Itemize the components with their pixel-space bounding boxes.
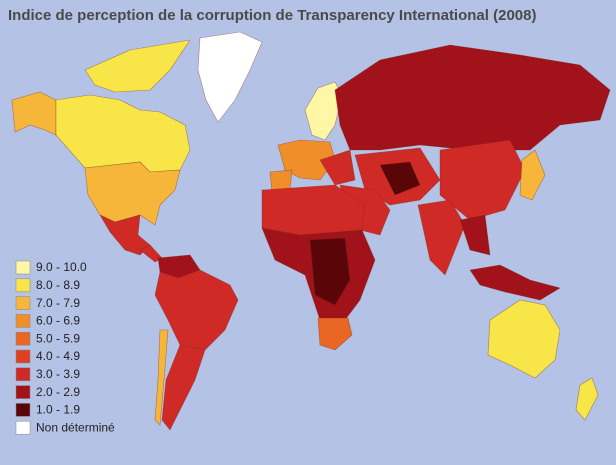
legend-swatch <box>15 420 31 435</box>
south-africa <box>317 317 353 351</box>
legend-label: Non déterminé <box>36 420 115 434</box>
brazil-peru <box>154 269 239 351</box>
eastern-europe <box>319 149 356 186</box>
chile <box>154 329 169 426</box>
legend-swatch <box>15 349 31 364</box>
legend-swatch <box>15 385 31 399</box>
legend-label: 4.0 - 4.9 <box>36 349 80 363</box>
alaska <box>11 91 57 136</box>
australia <box>487 299 561 379</box>
new-zealand <box>575 377 599 421</box>
legend-label: 7.0 - 7.9 <box>36 296 80 310</box>
congo-sudan <box>309 237 351 306</box>
countries <box>11 31 611 431</box>
legend-swatch <box>15 403 31 417</box>
legend-swatch <box>15 331 31 346</box>
map-title: Indice de perception de la corruption de… <box>8 7 536 24</box>
china <box>439 139 526 221</box>
legend-swatch <box>15 260 31 275</box>
argentina <box>161 344 206 431</box>
legend-label: 5.0 - 5.9 <box>36 331 80 345</box>
arctic-islands <box>84 39 191 93</box>
legend-label: 3.0 - 3.9 <box>36 367 80 381</box>
legend-swatch <box>15 278 31 293</box>
legend-swatch <box>15 296 31 310</box>
legend-label: 9.0 - 10.0 <box>36 260 87 274</box>
russia <box>334 44 611 151</box>
southeast-asia <box>459 214 491 256</box>
legend-swatch <box>15 314 31 328</box>
japan <box>519 149 546 201</box>
legend-label: 2.0 - 2.9 <box>36 385 80 399</box>
greenland <box>197 31 263 123</box>
indonesia <box>469 264 561 301</box>
legend-label: 6.0 - 6.9 <box>36 314 80 328</box>
afghanistan-region <box>379 161 421 196</box>
usa <box>84 161 181 226</box>
legend: 9.0 - 10.0 8.0 - 8.9 7.0 - 7.9 6.0 - 6.9 5.0… <box>15 260 115 435</box>
legend-label: 1.0 - 1.9 <box>36 403 80 417</box>
india <box>417 199 466 276</box>
legend-swatch <box>15 367 31 382</box>
legend-label: 8.0 - 8.9 <box>36 278 80 292</box>
